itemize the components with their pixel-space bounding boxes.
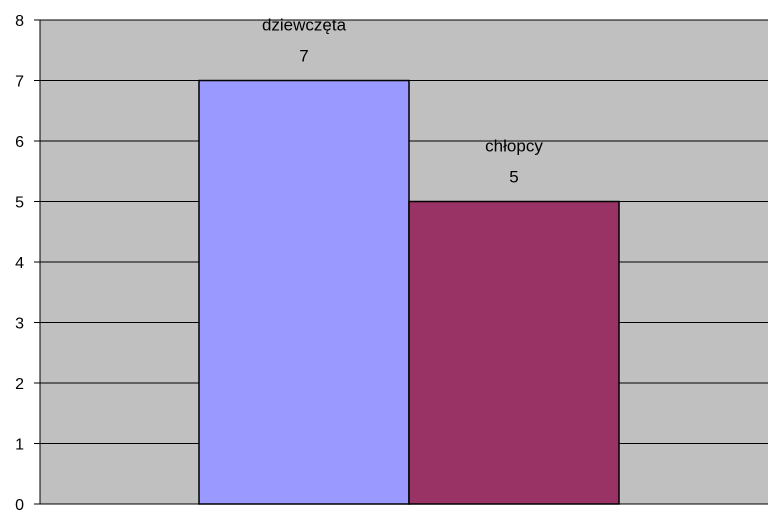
y-tick-label: 7 [15, 74, 24, 91]
category-label: dziewczęta [262, 16, 347, 35]
value-label: 5 [509, 168, 518, 187]
y-tick-label: 8 [15, 13, 24, 30]
y-tick-label: 2 [15, 376, 24, 393]
y-tick-label: 0 [15, 497, 24, 513]
value-label: 7 [299, 47, 308, 66]
y-tick-label: 3 [15, 316, 24, 333]
y-tick-label: 6 [15, 134, 24, 151]
category-label: chłopcy [485, 137, 543, 156]
y-tick-label: 4 [15, 255, 24, 272]
bar-1 [409, 202, 619, 505]
bar-0 [199, 81, 409, 505]
y-tick-label: 1 [15, 437, 24, 454]
y-tick-label: 5 [15, 195, 24, 212]
